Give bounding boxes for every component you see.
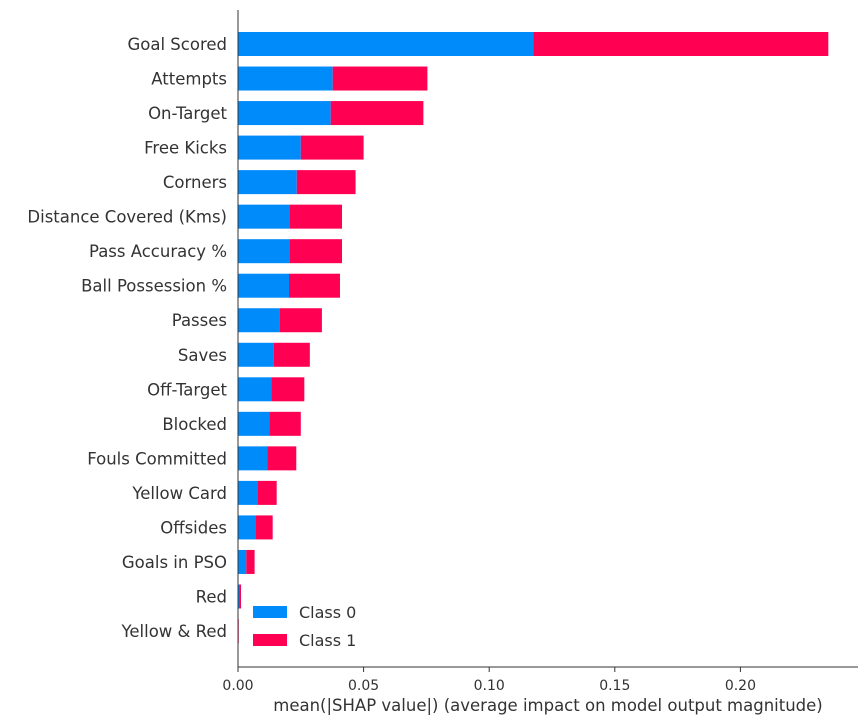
y-tick-label: Distance Covered (Kms) <box>27 208 227 227</box>
bar-class0-10 <box>238 377 272 402</box>
bar-class0-12 <box>238 446 268 471</box>
legend-label-class0: Class 0 <box>299 603 356 622</box>
bar-class1-12 <box>267 446 297 471</box>
legend-label-class1: Class 1 <box>299 631 356 650</box>
y-tick-label: Corners <box>163 173 227 192</box>
bar-class0-11 <box>238 411 270 436</box>
bar-class1-2 <box>330 101 424 126</box>
bar-class0-13 <box>238 480 258 505</box>
legend-swatch-class1 <box>253 634 287 646</box>
bar-class0-8 <box>238 308 280 333</box>
bar-class0-7 <box>238 273 289 298</box>
x-tick-label: 0.15 <box>599 678 630 694</box>
y-tick-label: Fouls Committed <box>87 449 227 468</box>
bar-class1-3 <box>300 135 364 160</box>
y-tick-label: Passes <box>172 311 227 330</box>
y-tick-label: Pass Accuracy % <box>89 242 227 261</box>
bar-class0-4 <box>238 170 297 195</box>
y-tick-label: Off-Target <box>147 380 227 399</box>
y-tick-label: Attempts <box>151 70 227 89</box>
y-tick-label: Ball Possession % <box>81 277 227 296</box>
bar-class0-3 <box>238 135 301 160</box>
y-tick-label: Free Kicks <box>144 139 227 158</box>
y-tick-label: Red <box>196 587 227 606</box>
x-tick-label: 0.00 <box>222 678 253 694</box>
y-tick-label: Offsides <box>160 518 227 537</box>
y-tick-label: Blocked <box>162 415 227 434</box>
y-tick-label: Goal Scored <box>127 35 227 54</box>
bars-layer <box>238 32 829 644</box>
bar-class1-10 <box>271 377 305 402</box>
bar-class0-15 <box>238 549 247 574</box>
bar-class1-7 <box>288 273 340 298</box>
legend: Class 0 Class 1 <box>253 603 356 650</box>
x-tick-label: 0.05 <box>348 678 379 694</box>
bar-class0-2 <box>238 101 331 126</box>
legend-swatch-class0 <box>253 606 287 618</box>
bar-class1-8 <box>279 308 322 333</box>
bar-class0-14 <box>238 515 256 540</box>
y-axis-labels: Goal Scored Attempts On-Target Free Kicks Co… <box>27 35 227 641</box>
x-tick-label: 0.10 <box>474 678 505 694</box>
bar-class1-5 <box>289 204 342 229</box>
bar-class0-16 <box>238 584 240 609</box>
bar-class1-17 <box>238 619 239 644</box>
bar-class1-9 <box>273 342 310 367</box>
bar-class1-14 <box>255 515 273 540</box>
bar-class0-6 <box>238 239 290 264</box>
y-tick-label: Saves <box>178 346 227 365</box>
y-tick-label: Yellow Card <box>131 484 227 503</box>
bar-class1-13 <box>257 480 277 505</box>
bar-class0-5 <box>238 204 290 229</box>
y-tick-label: Goals in PSO <box>122 553 227 572</box>
bar-class0-1 <box>238 66 333 91</box>
bar-class1-15 <box>246 549 255 574</box>
x-axis-label: mean(|SHAP value|) (average impact on mo… <box>273 696 823 715</box>
bar-class1-6 <box>289 239 342 264</box>
bar-class0-9 <box>238 342 274 367</box>
bar-class1-1 <box>332 66 428 91</box>
bar-class0-0 <box>238 32 534 56</box>
x-tick-label: 0.20 <box>725 678 756 694</box>
bar-class1-16 <box>239 584 242 609</box>
bar-class1-11 <box>269 411 301 436</box>
y-tick-label: On-Target <box>148 104 227 123</box>
y-tick-label: Yellow & Red <box>120 622 227 641</box>
x-axis-ticks: 0.00 0.05 0.10 0.15 0.20 <box>222 667 756 694</box>
bar-class1-0 <box>533 32 829 56</box>
bar-class1-4 <box>296 170 356 195</box>
